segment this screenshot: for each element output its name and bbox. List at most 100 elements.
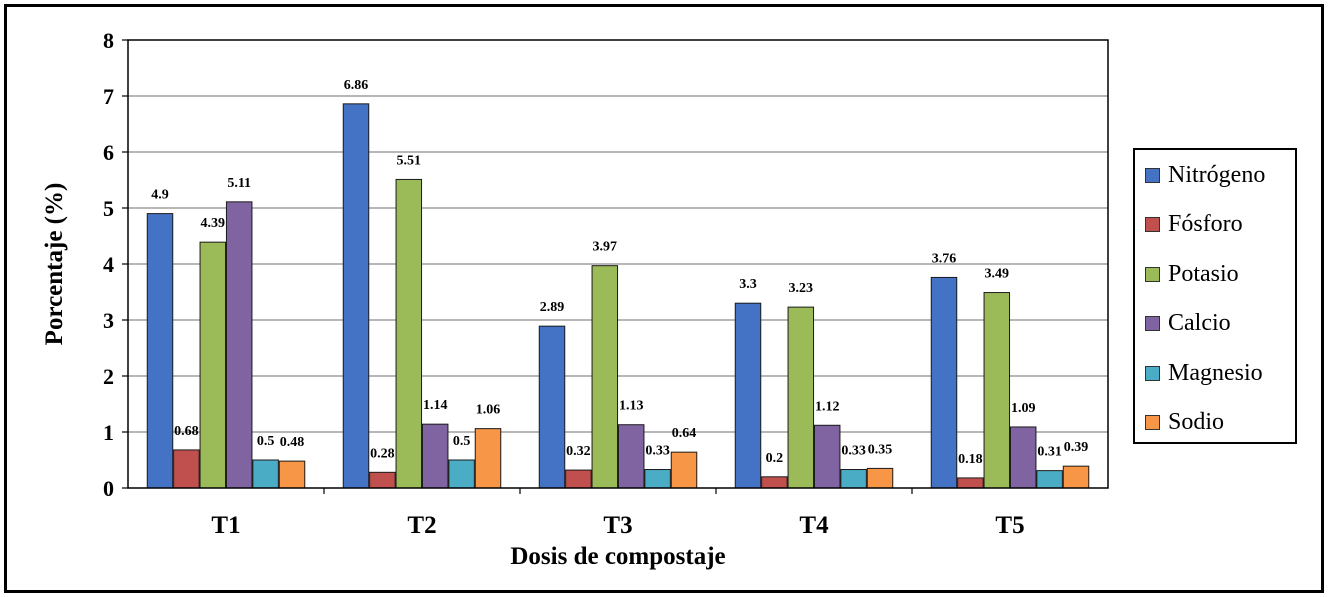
x-tick-label: T3 — [603, 512, 632, 539]
bar-potasio — [983, 292, 1011, 489]
data-label: 0.64 — [672, 426, 697, 441]
bar-sodio — [670, 451, 698, 489]
legend-swatch — [1145, 316, 1160, 331]
legend-label: Magnesio — [1168, 359, 1263, 386]
bar-fósforo — [173, 449, 200, 489]
y-tick-label: 4 — [103, 252, 114, 277]
data-label: 0.5 — [257, 434, 275, 449]
bar-magnesio — [448, 459, 475, 489]
bar-sodio — [474, 428, 502, 489]
x-tick-label: T5 — [995, 512, 1024, 539]
bar-calcio — [225, 201, 253, 489]
bar-nitrógeno — [930, 276, 958, 489]
data-label: 0.33 — [645, 444, 670, 459]
legend: Nitrógeno Fósforo Potasio Calcio Magnesio Sod… — [1133, 148, 1297, 444]
data-label: 0.5 — [453, 434, 471, 449]
plot-area-border — [127, 39, 1109, 489]
y-tick-label: 2 — [103, 364, 114, 389]
y-tick-label: 5 — [103, 196, 114, 221]
legend-label: Nitrógeno — [1168, 161, 1266, 188]
bar-calcio — [617, 424, 645, 489]
data-label: 0.2 — [766, 451, 784, 466]
bar-nitrógeno — [538, 325, 566, 489]
data-label: 1.14 — [423, 398, 448, 413]
legend-swatch — [1145, 217, 1160, 232]
data-label: 1.09 — [1011, 401, 1036, 416]
y-axis-ticks: 0 1 2 3 4 5 6 7 8 — [103, 28, 128, 501]
legend-label: Potasio — [1168, 260, 1239, 287]
y-tick-label: 1 — [103, 420, 114, 445]
data-label: 0.39 — [1064, 440, 1089, 455]
bar-nitrógeno — [146, 213, 174, 489]
legend-item: Fósforo — [1145, 210, 1243, 240]
bar-nitrógeno — [342, 103, 370, 489]
data-label: 5.51 — [397, 153, 422, 168]
data-label: 3.3 — [739, 277, 757, 292]
data-label: 5.11 — [227, 176, 251, 191]
legend-item: Potasio — [1145, 259, 1239, 289]
data-label: 0.35 — [868, 442, 893, 457]
data-label: 3.76 — [932, 251, 957, 266]
bar-fósforo — [957, 477, 984, 489]
bar-fósforo — [565, 469, 592, 489]
data-label: 2.89 — [540, 300, 565, 315]
data-label: 0.48 — [280, 435, 305, 450]
legend-item: Sodio — [1145, 408, 1224, 438]
legend-item: Magnesio — [1145, 358, 1263, 388]
legend-swatch — [1145, 167, 1160, 183]
bar-potasio — [395, 178, 423, 489]
bar-sodio — [278, 460, 306, 489]
data-label: 0.32 — [566, 444, 591, 459]
y-axis-title: Porcentaje (%) — [41, 183, 68, 346]
bar-magnesio — [840, 469, 867, 489]
data-label: 0.28 — [370, 446, 395, 461]
bars — [146, 103, 1090, 489]
bar-calcio — [1009, 426, 1037, 489]
data-label: 3.97 — [593, 240, 618, 255]
legend-item: Nitrógeno — [1145, 160, 1265, 190]
x-tick-label: T1 — [211, 512, 240, 539]
bar-magnesio — [1036, 470, 1063, 489]
x-axis-title: Dosis de compostaje — [510, 543, 725, 570]
bar-calcio — [813, 424, 841, 489]
y-tick-label: 3 — [103, 308, 114, 333]
y-tick-label: 0 — [103, 476, 114, 501]
bar-potasio — [591, 265, 619, 489]
bar-calcio — [421, 423, 449, 489]
data-label: 6.86 — [344, 78, 369, 93]
x-axis-ticks: T1 T2 T3 T4 T5 — [211, 488, 1025, 539]
bar-potasio — [199, 241, 227, 489]
legend-label: Sodio — [1168, 409, 1225, 435]
data-label: 0.33 — [841, 444, 866, 459]
data-label: 4.9 — [151, 188, 169, 203]
bar-nitrógeno — [734, 302, 762, 489]
x-tick-label: T2 — [407, 512, 436, 539]
bar-fósforo — [369, 471, 396, 489]
data-label: 0.18 — [958, 452, 983, 467]
bar-sodio — [1062, 465, 1090, 489]
data-label: 3.49 — [985, 267, 1010, 282]
bar-fósforo — [761, 476, 788, 489]
x-tick-label: T4 — [799, 512, 829, 539]
data-label: 1.12 — [815, 399, 840, 414]
legend-label: Fósforo — [1168, 211, 1243, 237]
bar-potasio — [787, 306, 815, 489]
bar-sodio — [866, 467, 894, 489]
data-label: 1.13 — [619, 399, 644, 414]
legend-swatch — [1145, 415, 1160, 430]
data-label: 4.39 — [201, 216, 226, 231]
legend-swatch — [1145, 365, 1160, 381]
legend-label: Calcio — [1168, 310, 1231, 336]
data-label: 3.23 — [789, 281, 814, 296]
bar-magnesio — [252, 459, 279, 489]
data-label: 0.31 — [1037, 445, 1062, 460]
y-tick-label: 6 — [103, 140, 114, 165]
bar-magnesio — [644, 469, 671, 489]
y-tick-label: 8 — [103, 28, 114, 53]
y-tick-label: 7 — [103, 84, 114, 109]
legend-item: Calcio — [1145, 309, 1231, 339]
data-label: 0.68 — [174, 424, 199, 439]
data-labels: 4.9 0.68 4.39 5.11 0.5 0.48 6.86 0.28 5.51 1.14 0.… — [151, 78, 1088, 467]
data-label: 1.06 — [476, 403, 501, 418]
